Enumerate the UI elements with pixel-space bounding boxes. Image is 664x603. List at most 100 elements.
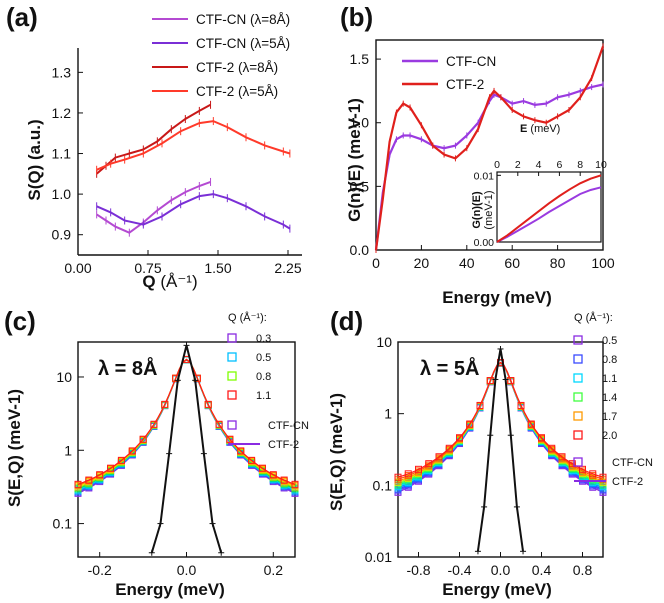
- panel-a-label: (a): [6, 2, 38, 32]
- inset-series-1: [496, 174, 602, 243]
- chart-d: 0.01 0.1 1 10 -0.8 -0.4 0.0 0.4 0.8: [365, 334, 607, 578]
- ytick-label-b: 0.0: [350, 242, 370, 258]
- legend-q-marker: [573, 411, 583, 421]
- legend-q-marker: [573, 392, 583, 402]
- inset-xtick-label: 6: [556, 159, 562, 171]
- legend-q-label: 1.1: [602, 373, 617, 385]
- ytick-label-b: 0.5: [350, 178, 370, 194]
- frame-b: [375, 39, 604, 251]
- qens-marker: [237, 447, 245, 455]
- legend-a-item-3: CTF-2 (λ=8Å): [196, 60, 278, 75]
- qens-marker: [589, 470, 597, 478]
- qens-marker: [161, 400, 169, 408]
- legend-q-label: 0.5: [256, 352, 271, 364]
- legend-d-sample-2: CTF-2: [612, 476, 643, 488]
- series-a-0: [96, 180, 211, 234]
- legend-q-marker: [227, 390, 237, 400]
- xtick-label-b: 20: [414, 255, 430, 271]
- legend-q-marker: [573, 354, 583, 364]
- xtick-label-a: 0.75: [134, 260, 161, 276]
- legend-d: Q (Å⁻¹): 0.5 0.8 1.1 1.4 1.7 2.0 CTF-CN CTF-2: [573, 311, 653, 488]
- xtick-label: 0.0: [177, 562, 197, 578]
- series-a-1: [96, 193, 291, 230]
- inset-xtick-label: 0: [494, 159, 500, 171]
- legend-q-marker: [573, 430, 583, 440]
- qens-marker: [269, 471, 277, 479]
- legend-q-marker: [573, 335, 583, 345]
- chart-b-inset: 0 2 4 6 8 10 0.00 0.01: [474, 159, 607, 249]
- legend-q-marker: [227, 371, 237, 381]
- xlabel-d: Energy (meV): [442, 580, 552, 599]
- qens-marker: [507, 377, 515, 385]
- qens-marker: [476, 401, 484, 409]
- xtick-label: -0.4: [447, 562, 471, 578]
- qens-marker: [425, 460, 433, 468]
- ytick-label: 0.1: [53, 516, 73, 532]
- inset-yunit: (meV-1): [483, 190, 495, 229]
- ytick-label-a: 0.9: [52, 227, 72, 243]
- qens-marker: [204, 400, 212, 408]
- ytick-label-a: 1.3: [52, 64, 72, 80]
- legend-d-title: Q (Å⁻¹):: [574, 311, 613, 324]
- ytick-label-a: 1.0: [52, 186, 72, 202]
- qens-marker: [394, 473, 402, 481]
- qens-marker: [466, 420, 474, 428]
- ytick-label-a: 1.2: [52, 105, 72, 121]
- xtick-label-a: 1.50: [204, 260, 231, 276]
- qens-marker: [456, 434, 463, 442]
- qens-marker: [568, 460, 576, 468]
- qens-marker: [85, 476, 93, 484]
- xtick-label: -0.8: [406, 562, 430, 578]
- legend-c-sample-2: CTF-2: [268, 439, 299, 451]
- series-a-3: [96, 120, 291, 171]
- legend-a: CTF-CN (λ=8Å) CTF-CN (λ=5Å) CTF-2 (λ=8Å)…: [152, 12, 290, 99]
- legend-b-item-1: CTF-CN: [446, 54, 496, 69]
- inset-xlabel: E (meV): [520, 123, 560, 135]
- qens-marker: [291, 480, 299, 488]
- qens-marker: [74, 480, 82, 488]
- qens-marker: [527, 420, 535, 428]
- legend-q-label: 1.4: [602, 392, 617, 404]
- qens-marker: [128, 447, 136, 455]
- panel-c-label: (c): [4, 306, 36, 336]
- xtick-label: 0.4: [532, 562, 552, 578]
- legend-d-sample-1: CTF-CN: [612, 457, 653, 469]
- qens-marker: [258, 464, 266, 472]
- qens-marker: [548, 444, 556, 452]
- panel-d-label: (d): [330, 306, 363, 336]
- qens-marker: [415, 465, 422, 473]
- legend-q-label: 0.5: [602, 335, 617, 347]
- chart-c: 0.1 1 10 -0.2 0.0 0.2: [53, 341, 299, 578]
- ytick-label: 10: [376, 334, 392, 350]
- inset-ytick-label: 0.01: [474, 170, 495, 182]
- inset-xtick-label: 2: [515, 159, 521, 171]
- inset-xtick-label: 4: [536, 159, 542, 171]
- chart-a: 0.9 1.0 1.1 1.2 1.3 0.00 0.75 1.50 2.25: [52, 48, 302, 276]
- inset-ylabel: G(n)(E): [471, 191, 483, 229]
- legend-q-label: 1.1: [256, 390, 271, 402]
- legend-q-label: 2.0: [602, 430, 617, 442]
- qens-marker: [248, 456, 256, 464]
- legend-q-label: 1.7: [602, 411, 617, 423]
- xtick-label-b: 0: [372, 255, 380, 271]
- xtick-label: 0.2: [264, 562, 284, 578]
- legend-q-marker: [227, 333, 237, 343]
- qens-marker: [107, 464, 115, 472]
- inset-xtick-label: 10: [595, 159, 607, 171]
- xtick-label-b: 60: [504, 255, 520, 271]
- inset-ytick-label: 0.00: [474, 237, 495, 249]
- qens-marker: [139, 435, 147, 443]
- xtick-label-a: 0.00: [64, 260, 91, 276]
- qens-marker: [117, 456, 125, 464]
- qens-marker: [96, 471, 104, 479]
- legend-a-item-1: CTF-CN (λ=8Å): [196, 12, 290, 27]
- ylabel-d: S(E,Q) (meV-1): [327, 393, 346, 511]
- inset-xtick-label: 8: [577, 159, 583, 171]
- legend-a-item-2: CTF-CN (λ=5Å): [196, 36, 290, 51]
- legend-q-marker: [227, 352, 237, 362]
- resolution-line: [150, 345, 223, 553]
- legend-q-label: 0.8: [256, 371, 271, 383]
- xlabel-a: Q (Å⁻¹): [142, 272, 197, 291]
- qens-marker: [435, 453, 443, 461]
- xtick-label: 0.8: [573, 562, 593, 578]
